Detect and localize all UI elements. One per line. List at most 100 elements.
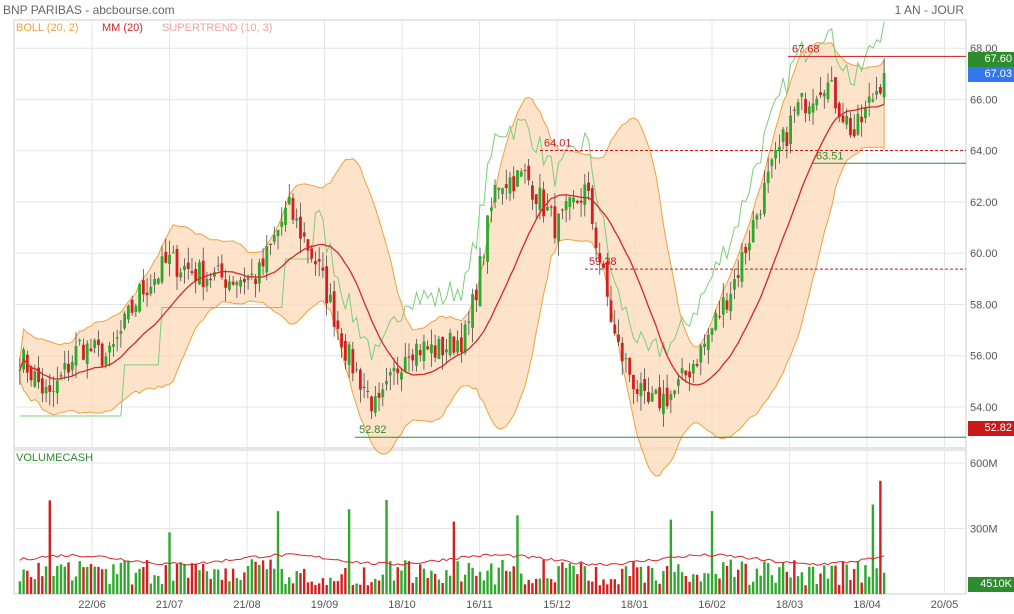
volume-bar — [710, 511, 714, 594]
volume-bar — [407, 561, 411, 594]
volume-bar — [441, 583, 444, 594]
candle-body — [815, 98, 819, 105]
volume-bar — [823, 565, 826, 594]
candle-body — [216, 265, 220, 267]
volume-bar — [344, 567, 347, 594]
volume-bar — [632, 561, 635, 594]
candle-body — [661, 393, 665, 414]
volume-bar — [789, 577, 792, 594]
candle-body — [418, 350, 422, 356]
candle-body — [837, 103, 841, 118]
period-label[interactable]: 1 AN - JOUR — [894, 3, 964, 17]
candle-body — [280, 221, 284, 227]
candle-body — [519, 171, 523, 177]
candle-body — [130, 299, 134, 313]
volume-bar — [273, 568, 276, 594]
volume-bar — [576, 574, 579, 594]
candle-body — [317, 258, 321, 262]
volume-bar — [123, 560, 126, 594]
candle-body — [310, 248, 314, 259]
volume-bar — [778, 567, 781, 594]
volume-bar — [542, 560, 545, 594]
candle-body — [684, 370, 688, 376]
candle-body — [822, 93, 826, 97]
volume-bar — [29, 577, 33, 594]
volume-bar — [695, 574, 699, 594]
volume-bar — [437, 579, 441, 594]
volume-bar — [216, 569, 220, 594]
volume-bar — [190, 563, 194, 594]
volume-panel-frame — [13, 449, 967, 595]
candle-body — [407, 356, 411, 358]
volume-bar — [258, 564, 261, 594]
legend-supertrend[interactable]: SUPERTREND (10, 3) — [162, 22, 273, 34]
volume-bar — [684, 575, 688, 594]
volume-bar — [157, 575, 160, 594]
volume-bar — [879, 480, 882, 594]
volume-bar — [374, 578, 377, 594]
volume-bar — [321, 578, 325, 594]
candle-body — [392, 367, 396, 372]
volume-average-line — [19, 553, 885, 566]
volume-bar — [381, 574, 384, 594]
candle-body — [493, 185, 497, 203]
volume-bar — [561, 562, 564, 594]
volume-bar — [546, 578, 549, 594]
candle-body — [729, 293, 733, 312]
volume-bar — [755, 568, 759, 594]
volume-bar — [538, 578, 542, 594]
bollinger-band — [19, 42, 885, 477]
candle-body — [415, 343, 418, 366]
volume-bar — [856, 560, 860, 594]
volume-bar — [737, 569, 740, 594]
volume-bar — [815, 584, 818, 594]
candle-body — [220, 263, 224, 278]
volume-tick-label: 600M — [970, 458, 998, 470]
volume-bar — [867, 576, 871, 594]
x-tick-label: 15/12 — [543, 599, 571, 611]
volume-bar — [332, 581, 336, 594]
candle-body — [306, 239, 310, 251]
volume-bar — [404, 560, 407, 594]
volume-bar — [205, 571, 209, 594]
volume-bar — [650, 567, 654, 594]
candle-body — [52, 391, 55, 393]
candle-body — [388, 372, 392, 376]
candle-body — [269, 243, 272, 245]
candle-body — [134, 305, 138, 313]
candle-body — [620, 342, 624, 362]
candle-body — [194, 269, 198, 282]
x-tick-label: 18/04 — [853, 599, 881, 611]
volume-bar — [819, 573, 822, 594]
volume-bar — [448, 575, 452, 594]
candle-body — [93, 340, 97, 349]
volume-bar — [254, 561, 257, 594]
volume-bar — [635, 567, 639, 594]
volume-bar — [175, 563, 179, 594]
candle-body — [235, 281, 239, 286]
volume-bar — [763, 561, 766, 594]
legend-mm[interactable]: MM (20) — [102, 22, 143, 34]
candle-body — [385, 381, 388, 385]
volume-bar — [276, 511, 280, 594]
volume-bar — [347, 509, 351, 594]
candle-body — [635, 388, 639, 394]
legend-boll[interactable]: BOLL (20, 2) — [16, 22, 79, 34]
candle-body — [97, 339, 100, 345]
volume-bar — [624, 566, 628, 594]
volume-bar — [613, 579, 616, 594]
volume-bar — [359, 584, 362, 594]
volume-bar — [460, 581, 463, 594]
candle-body — [175, 248, 179, 277]
candle-body — [598, 253, 602, 263]
volume-bar — [463, 574, 467, 594]
volume-bar — [18, 581, 22, 594]
volume-bar — [722, 562, 725, 594]
volume-bar — [606, 584, 609, 594]
volume-bar — [751, 581, 755, 594]
candle-body — [145, 292, 149, 296]
volume-bar — [108, 583, 111, 594]
candle-body — [714, 313, 718, 330]
candle-body — [882, 73, 886, 98]
